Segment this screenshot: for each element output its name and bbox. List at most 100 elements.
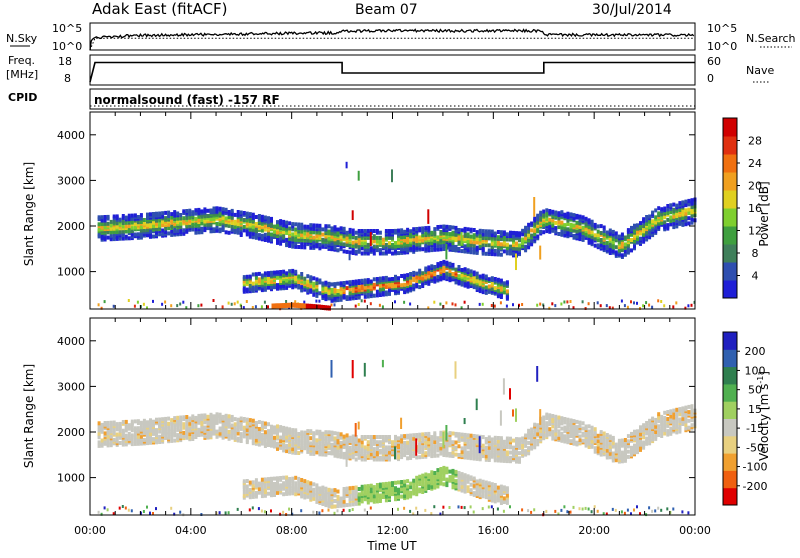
power-cell <box>143 303 145 306</box>
velocity-cell <box>403 507 405 510</box>
power-cell <box>488 243 491 247</box>
velocity-cell <box>252 419 255 423</box>
velocity-cell <box>461 438 464 442</box>
velocity-cell <box>270 425 273 429</box>
velocity-cell <box>433 431 436 435</box>
velocity-cell <box>228 433 231 437</box>
power-cell <box>415 243 418 247</box>
velocity-cell <box>346 487 349 491</box>
velocity-cell <box>367 454 370 458</box>
power-cell <box>515 242 518 246</box>
power-cell <box>376 293 379 297</box>
power-cell <box>594 233 597 237</box>
power-cell <box>657 206 660 210</box>
velocity-cell <box>125 507 127 510</box>
power-cell <box>364 278 367 282</box>
velocity-cell <box>291 428 294 432</box>
power-cell <box>527 233 530 237</box>
velocity-cell <box>258 507 260 510</box>
velocity-cell <box>285 444 288 448</box>
power-cell <box>573 213 576 217</box>
power-cell <box>255 285 258 289</box>
power-cell <box>352 280 355 284</box>
power-cell <box>654 208 657 212</box>
power-cell <box>203 226 206 230</box>
velocity-cell <box>445 483 448 487</box>
power-cell <box>334 288 337 292</box>
power-cell <box>560 303 562 306</box>
velocity-cell <box>285 476 288 480</box>
velocity-cell <box>415 433 418 437</box>
velocity-cell <box>255 482 258 486</box>
power-cell <box>128 224 131 228</box>
power-cell <box>331 299 334 303</box>
velocity-cell <box>328 451 331 455</box>
velocity-cell <box>261 478 264 482</box>
power-cell <box>621 245 624 249</box>
velocity-cell <box>125 434 128 438</box>
power-cell <box>173 210 176 214</box>
power-cell <box>234 213 237 217</box>
velocity-cell <box>352 435 355 439</box>
power-cell <box>597 243 600 247</box>
power-cell <box>442 265 445 269</box>
velocity-cell <box>482 480 485 484</box>
power-cell <box>500 253 503 257</box>
power-cell <box>279 242 282 246</box>
power-cell <box>134 222 137 226</box>
noise-right-label: N.Search <box>746 32 796 45</box>
power-cell <box>494 286 497 290</box>
power-cell <box>512 252 515 256</box>
power-cell <box>391 277 394 281</box>
power-cell <box>551 224 554 228</box>
power-cell <box>494 277 497 281</box>
power-cell <box>194 208 197 212</box>
power-cell <box>645 238 648 242</box>
velocity-cell <box>352 508 354 511</box>
power-cell <box>98 228 101 232</box>
power-cell <box>436 235 439 239</box>
power-cell <box>337 282 340 286</box>
power-cell <box>125 235 128 239</box>
velocity-cell <box>418 475 421 479</box>
velocity-cell <box>243 479 246 483</box>
power-cell <box>346 243 349 247</box>
power-cell <box>412 271 415 275</box>
power-cell <box>349 297 352 301</box>
velocity-cell <box>382 439 385 443</box>
power-cell <box>566 300 568 303</box>
velocity-cell <box>207 415 210 419</box>
velocity-cell <box>367 484 370 488</box>
velocity-cell <box>158 430 161 434</box>
velocity-cell <box>328 441 331 445</box>
power-cell <box>258 272 261 276</box>
power-cell <box>500 301 502 304</box>
velocity-cell <box>185 420 188 424</box>
power-cell <box>509 245 512 249</box>
velocity-cell <box>473 457 476 461</box>
velocity-cell <box>476 399 478 410</box>
power-cell <box>439 230 442 234</box>
power-cell <box>600 238 603 242</box>
power-cell <box>406 277 409 281</box>
power-cell <box>182 216 185 220</box>
power-cell <box>476 237 479 241</box>
power-cell <box>231 209 234 213</box>
power-cell <box>376 277 379 281</box>
power-cell <box>385 243 388 247</box>
velocity-cell <box>430 442 433 446</box>
power-cell <box>137 232 140 236</box>
power-cell <box>397 229 400 233</box>
power-cell <box>497 289 500 293</box>
power-cell <box>276 276 279 280</box>
power-cell <box>506 280 509 284</box>
velocity-cell <box>449 431 452 435</box>
power-cell <box>421 226 424 230</box>
power-cell <box>379 248 382 252</box>
power-cell <box>297 223 300 227</box>
velocity-cell <box>297 432 300 436</box>
noise-right-tick-top: 10^5 <box>707 22 737 35</box>
power-cell <box>303 235 306 239</box>
velocity-cell <box>261 442 264 446</box>
power-cell <box>179 303 181 306</box>
